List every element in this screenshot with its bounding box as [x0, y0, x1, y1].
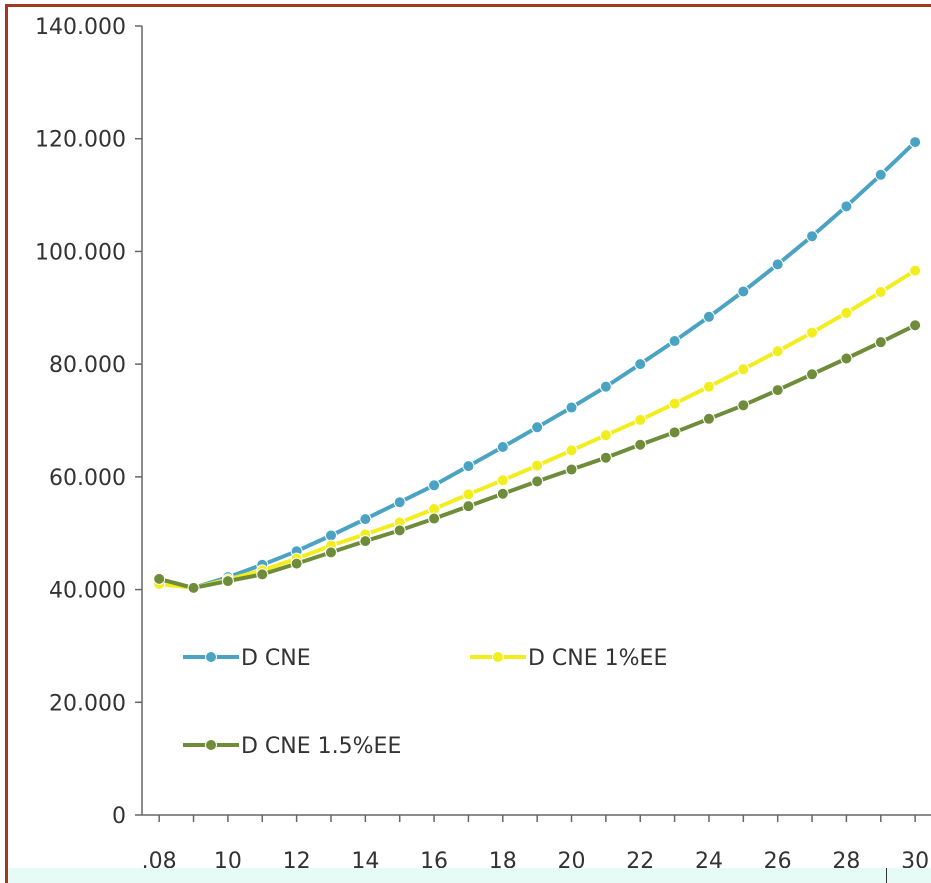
data-point [221, 575, 234, 588]
data-point [393, 524, 406, 537]
data-point [428, 512, 441, 525]
legend-label: D CNE [241, 646, 311, 671]
data-point [702, 380, 715, 393]
data-point [565, 444, 578, 457]
data-point [634, 358, 647, 371]
data-point [909, 319, 922, 332]
data-point [634, 413, 647, 426]
legend-item: D CNE 1.5%EE [183, 734, 401, 759]
data-point [909, 264, 922, 277]
y-tick-label: 60.000 [49, 466, 126, 491]
data-point [359, 535, 372, 548]
data-point [496, 474, 509, 487]
y-tick-label: 80.000 [49, 353, 126, 378]
data-point [599, 451, 612, 464]
data-point [462, 488, 475, 501]
data-point [256, 568, 269, 581]
data-point [531, 475, 544, 488]
data-point [496, 487, 509, 500]
data-point [874, 286, 887, 299]
data-point [668, 426, 681, 439]
data-point [840, 306, 853, 319]
data-point [806, 230, 819, 243]
data-point [359, 513, 372, 526]
data-point [771, 345, 784, 358]
legend-label: D CNE 1.5%EE [241, 734, 401, 759]
legend: D CNE D CNE 1%EE D CNE 1.5%EE [183, 646, 667, 759]
data-point [462, 460, 475, 473]
data-point [290, 557, 303, 570]
data-point [634, 438, 647, 451]
data-point [599, 429, 612, 442]
data-point [771, 258, 784, 271]
chart-border [5, 4, 931, 883]
data-point [565, 401, 578, 414]
data-point [874, 168, 887, 181]
y-tick-label: 120.000 [35, 128, 126, 153]
bottom-strip [8, 868, 931, 883]
series-layer [153, 136, 922, 594]
data-point [702, 310, 715, 323]
data-point [840, 352, 853, 365]
data-point [771, 384, 784, 397]
data-point [531, 459, 544, 472]
legend-marker [205, 651, 217, 663]
data-point [565, 463, 578, 476]
data-point [737, 285, 750, 298]
data-point [187, 581, 200, 594]
legend-marker [492, 651, 504, 663]
data-point [531, 421, 544, 434]
data-point [840, 200, 853, 213]
data-point [806, 368, 819, 381]
data-point [599, 380, 612, 393]
data-point [668, 335, 681, 348]
data-point [909, 136, 922, 149]
y-tick-label: 140.000 [35, 15, 126, 40]
data-point [393, 496, 406, 509]
y-tick-label: 20.000 [49, 691, 126, 716]
data-point [153, 572, 166, 585]
series-2 [153, 264, 922, 594]
data-point [874, 336, 887, 349]
y-tick-label: 0 [112, 804, 126, 829]
strip-divider [886, 868, 887, 883]
data-point [702, 412, 715, 425]
data-point [428, 479, 441, 492]
data-point [496, 440, 509, 453]
y-tick-label: 100.000 [35, 240, 126, 265]
data-point [806, 326, 819, 339]
series-3 [153, 319, 922, 594]
data-point [324, 546, 337, 559]
legend-label: D CNE 1%EE [528, 646, 667, 671]
legend-marker [205, 739, 217, 751]
y-tick-label: 40.000 [49, 579, 126, 604]
legend-item: D CNE 1%EE [470, 646, 667, 671]
legend-item: D CNE [183, 646, 311, 671]
data-point [737, 363, 750, 376]
data-point [462, 500, 475, 513]
data-point [737, 399, 750, 412]
data-point [668, 397, 681, 410]
